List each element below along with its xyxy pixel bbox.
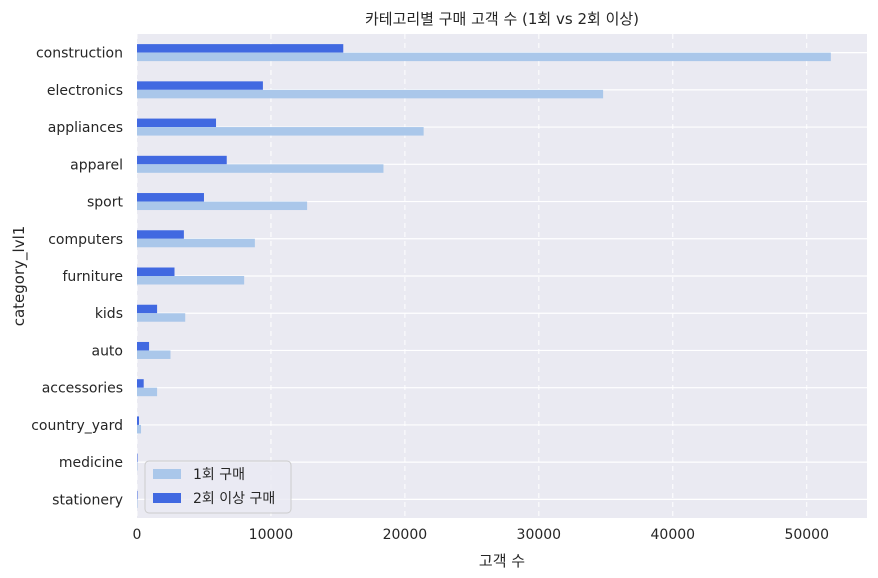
y-tick-labels: construction electronics appliances apparel… [31,46,123,509]
bar-repeat-construction [137,44,343,53]
legend-swatch [153,493,181,503]
bar-repeat-medicine [137,454,138,463]
chart-title: 카테고리별 구매 고객 수 (1회 vs 2회 이상) [365,10,639,28]
bar-repeat-computers [137,230,184,239]
bar-once-apparel [137,164,383,173]
bar-once-appliances [137,127,424,136]
bar-once-accessories [137,388,157,397]
bar-repeat-country_yard [137,416,139,425]
y-tick-label: computers [48,232,123,248]
y-tick-label: medicine [59,455,123,471]
bar-repeat-stationery [137,491,138,500]
y-tick-label: stationery [52,492,123,508]
y-axis-label: category_lvl1 [10,226,29,327]
bar-once-electronics [137,90,603,99]
bar-repeat-kids [137,305,157,314]
bar-repeat-accessories [137,379,144,388]
bar-once-sport [137,202,307,211]
legend-label: 2회 이상 구매 [193,491,275,507]
bar-repeat-apparel [137,156,227,165]
x-tick-label: 30000 [517,527,562,543]
y-tick-label: sport [87,195,124,211]
legend-label: 1회 구매 [193,467,245,483]
x-tick-label: 0 [133,527,142,543]
legend: 1회 구매 2회 이상 구매 [145,461,291,513]
x-axis-label: 고객 수 [479,552,525,570]
y-tick-label: auto [91,343,123,359]
x-tick-labels: 0 10000 20000 30000 40000 50000 [133,527,829,543]
bar-repeat-appliances [137,119,216,128]
y-tick-label: construction [36,46,123,62]
x-tick-label: 20000 [383,527,428,543]
bar-once-computers [137,239,255,248]
x-tick-label: 50000 [784,527,829,543]
y-tick-label: kids [95,306,123,322]
y-tick-label: accessories [42,381,123,397]
legend-swatch [153,469,181,479]
bar-once-medicine [137,462,138,471]
bar-repeat-electronics [137,81,263,90]
y-tick-label: electronics [47,83,123,99]
bar-once-stationery [137,499,138,508]
y-tick-label: appliances [48,120,123,136]
bar-once-country_yard [137,425,141,434]
bar-repeat-furniture [137,268,175,277]
x-tick-label: 40000 [651,527,696,543]
bar-once-kids [137,313,185,322]
bar-repeat-sport [137,193,204,202]
y-tick-label: apparel [70,157,123,173]
bar-once-furniture [137,276,244,285]
bar-once-construction [137,53,831,62]
x-tick-label: 10000 [249,527,294,543]
y-tick-label: furniture [63,269,124,285]
y-tick-label: country_yard [31,418,123,434]
bar-once-auto [137,350,170,359]
bar-repeat-auto [137,342,149,351]
